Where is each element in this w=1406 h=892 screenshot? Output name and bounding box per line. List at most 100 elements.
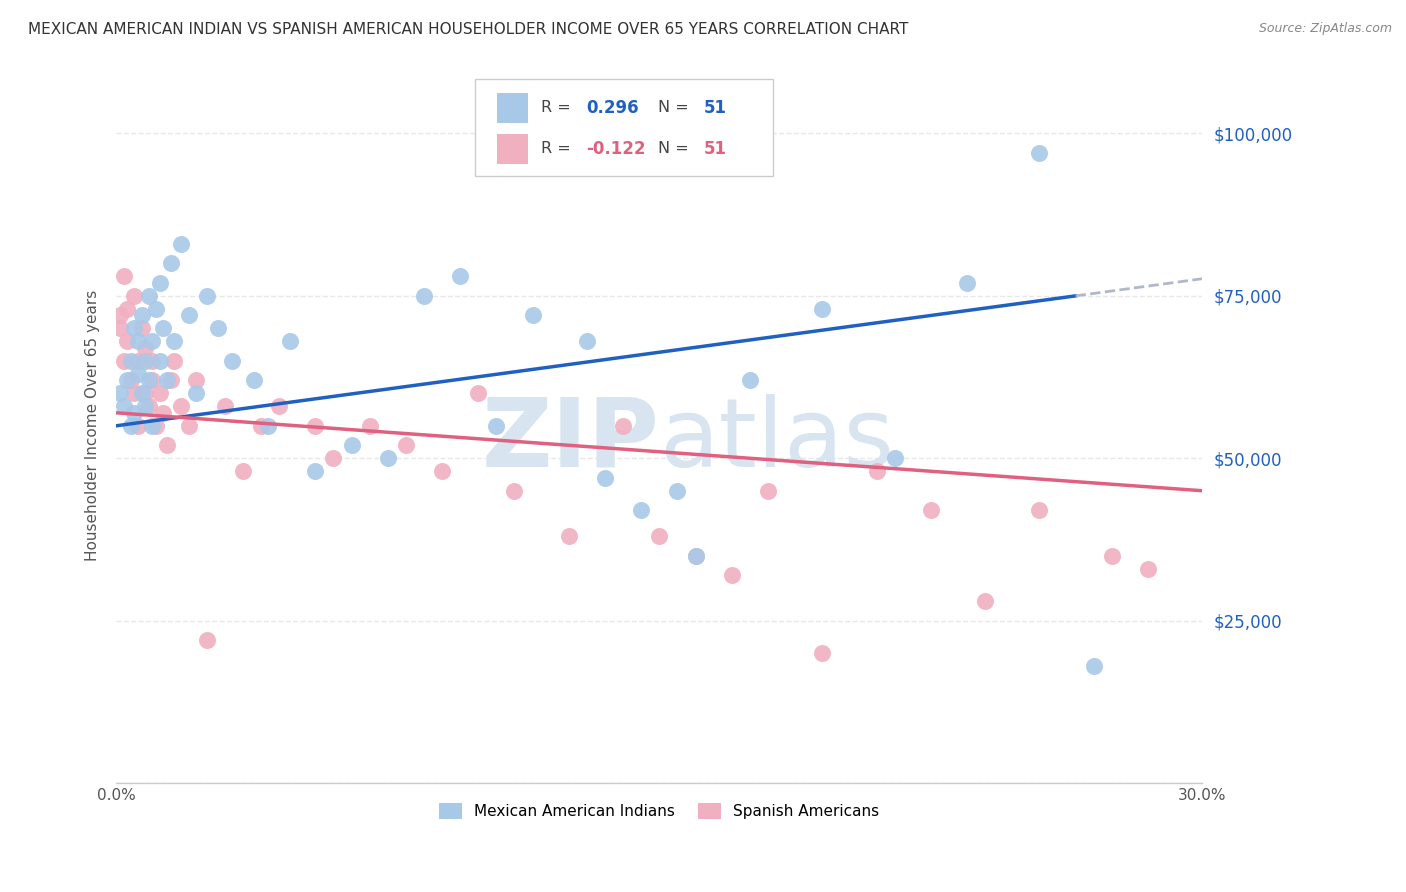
Point [304,464,326,478]
Text: N =: N = [658,100,695,115]
Point [738,373,761,387]
Point [127,367,149,381]
Point [359,418,381,433]
Point [1137,562,1160,576]
Point [920,503,942,517]
Point [177,309,200,323]
Point [115,373,138,387]
Text: R =: R = [541,100,576,115]
Point [558,529,581,543]
Point [630,503,652,517]
Text: 51: 51 [704,140,727,158]
Point [612,418,634,433]
Point [340,438,363,452]
Point [413,289,436,303]
Point [131,309,153,323]
Point [170,236,193,251]
Point [177,418,200,433]
Point [112,354,135,368]
Point [108,309,131,323]
Point [195,633,218,648]
Point [1101,549,1123,563]
Point [131,386,153,401]
Point [666,483,689,498]
Point [449,269,471,284]
Point [467,386,489,401]
Point [127,334,149,349]
Point [278,334,301,349]
Point [1083,659,1105,673]
Point [134,341,156,355]
Point [593,471,616,485]
Point [145,301,167,316]
Point [1028,503,1050,517]
Point [214,399,236,413]
Point [149,276,172,290]
Point [149,386,172,401]
Point [250,418,273,433]
Point [115,334,138,349]
Point [134,386,156,401]
Point [257,418,280,433]
Point [145,418,167,433]
Point [108,386,131,401]
Point [120,418,142,433]
Text: ZIP: ZIP [481,393,659,486]
Text: 0.296: 0.296 [586,99,640,117]
FancyBboxPatch shape [498,93,527,123]
Point [159,256,181,270]
Point [485,418,508,433]
Point [138,289,160,303]
Text: MEXICAN AMERICAN INDIAN VS SPANISH AMERICAN HOUSEHOLDER INCOME OVER 65 YEARS COR: MEXICAN AMERICAN INDIAN VS SPANISH AMERI… [28,22,908,37]
Text: atlas: atlas [659,393,894,486]
Point [152,321,174,335]
Text: R =: R = [541,142,576,156]
Point [503,483,526,498]
Point [395,438,418,452]
Point [124,406,146,420]
Point [112,399,135,413]
Point [124,386,146,401]
Point [156,373,179,387]
Point [1028,145,1050,160]
Point [141,334,163,349]
Point [141,418,163,433]
Point [134,399,156,413]
Point [720,568,742,582]
Point [956,276,979,290]
Point [430,464,453,478]
Point [756,483,779,498]
Point [685,549,707,563]
Point [685,549,707,563]
Point [127,418,149,433]
Point [131,321,153,335]
Point [124,321,146,335]
Point [243,373,266,387]
Point [322,451,344,466]
Point [865,464,887,478]
Point [120,373,142,387]
Legend: Mexican American Indians, Spanish Americans: Mexican American Indians, Spanish Americ… [433,797,886,825]
Point [811,646,834,660]
Text: N =: N = [658,142,695,156]
Point [232,464,254,478]
Point [522,309,544,323]
Point [115,301,138,316]
Point [141,373,163,387]
Point [883,451,905,466]
Point [156,438,179,452]
Point [152,406,174,420]
FancyBboxPatch shape [498,134,527,164]
Point [159,373,181,387]
Point [163,334,186,349]
Y-axis label: Householder Income Over 65 years: Householder Income Over 65 years [86,290,100,561]
Point [120,354,142,368]
Point [184,373,207,387]
Point [377,451,399,466]
Text: 51: 51 [704,99,727,117]
Point [974,594,997,608]
Point [124,289,146,303]
Point [138,373,160,387]
Point [811,301,834,316]
Point [648,529,671,543]
